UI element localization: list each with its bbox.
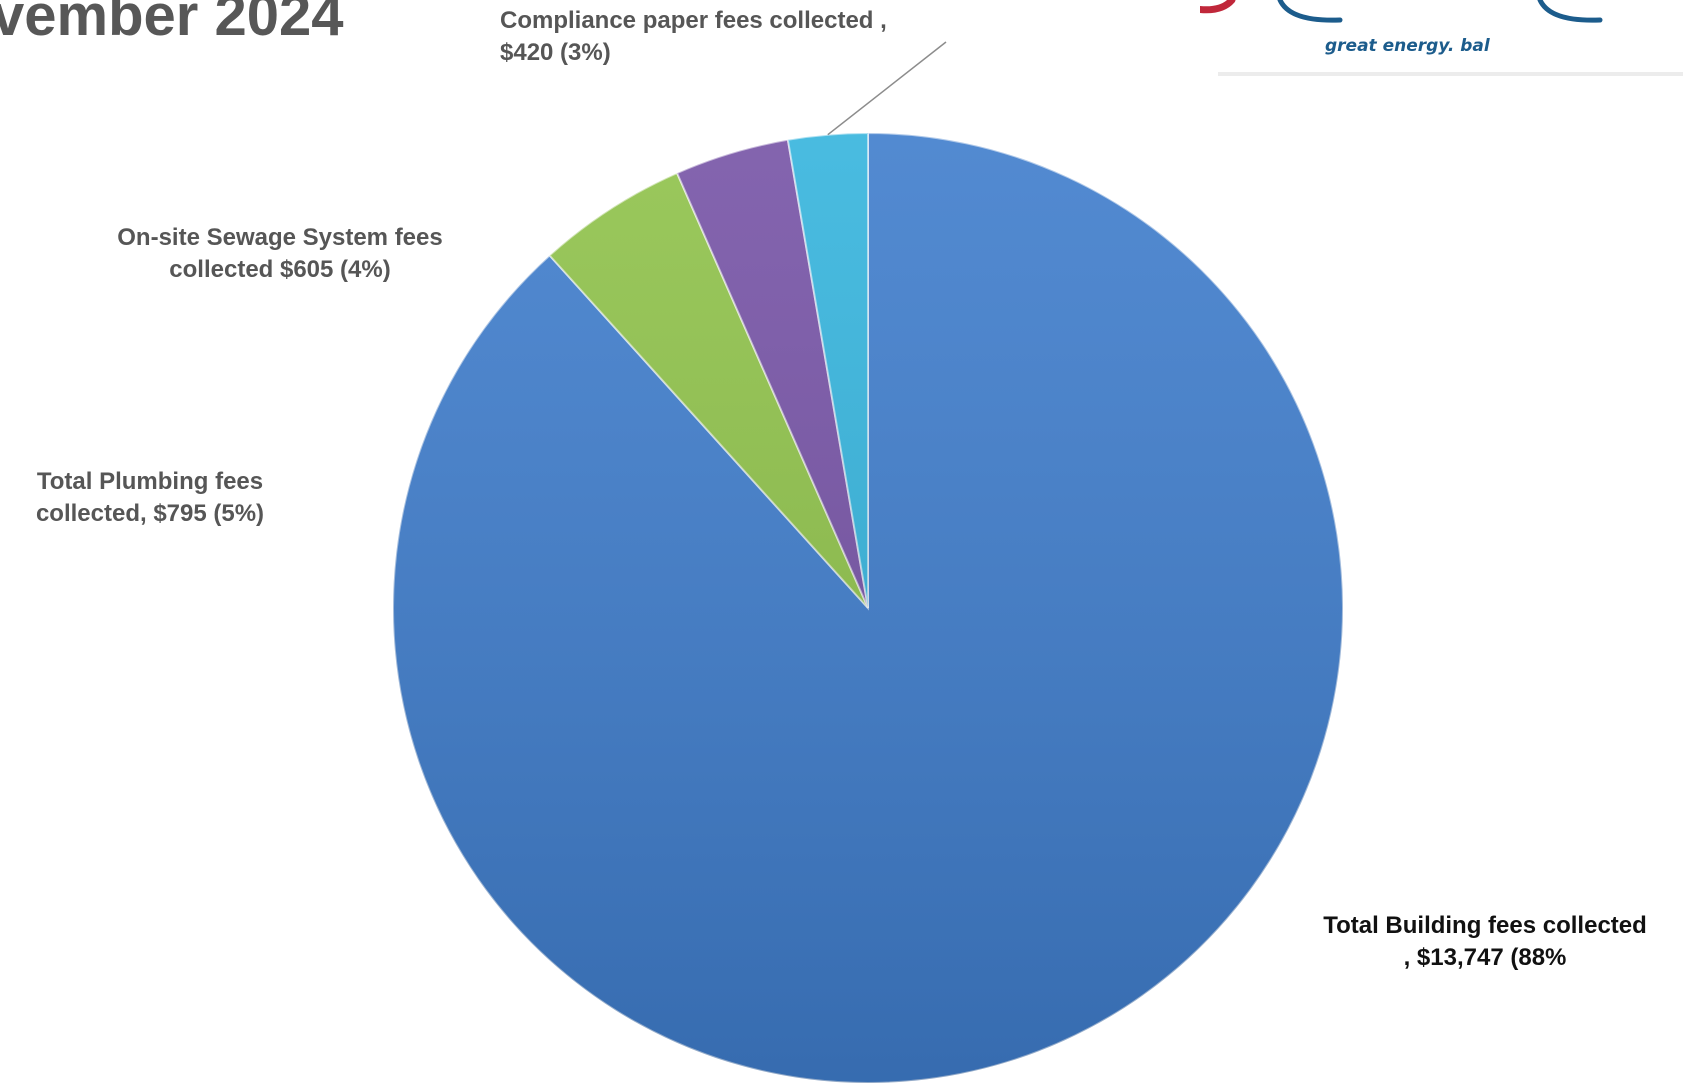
slice-label-building-line-2: , $13,747 (88% bbox=[1403, 944, 1567, 971]
slice-label-compliance: Compliance paper fees collected , $420 (… bbox=[500, 5, 887, 69]
slice-label-sewage-line-2: collected $605 (4%) bbox=[169, 256, 391, 283]
slice-label-compliance-line-1: Compliance paper fees collected , bbox=[500, 7, 887, 34]
pie-shading bbox=[393, 133, 1343, 1083]
slice-label-plumbing-line-2: collected, $795 (5%) bbox=[35, 500, 265, 527]
slice-label-sewage: On-site Sewage System fees collected $60… bbox=[80, 222, 480, 286]
slice-label-building-line-1: Total Building fees collected bbox=[1323, 912, 1647, 939]
slice-label-plumbing: Total Plumbing fees collected, $795 (5%) bbox=[0, 466, 300, 530]
slice-label-plumbing-line-1: Total Plumbing fees bbox=[36, 468, 264, 495]
slice-label-building: Total Building fees collected , $13,747 … bbox=[1290, 910, 1680, 974]
compliance-leader-line bbox=[827, 41, 947, 136]
logo-tagline: great energy. bal bbox=[1325, 36, 1490, 56]
logo-divider bbox=[1218, 72, 1683, 76]
slice-label-sewage-line-1: On-site Sewage System fees bbox=[117, 224, 443, 251]
slice-label-compliance-line-2: $420 (3%) bbox=[500, 39, 611, 66]
logo-swoosh-icon bbox=[1200, 0, 1603, 23]
page-title: vember 2024 bbox=[0, 0, 344, 48]
